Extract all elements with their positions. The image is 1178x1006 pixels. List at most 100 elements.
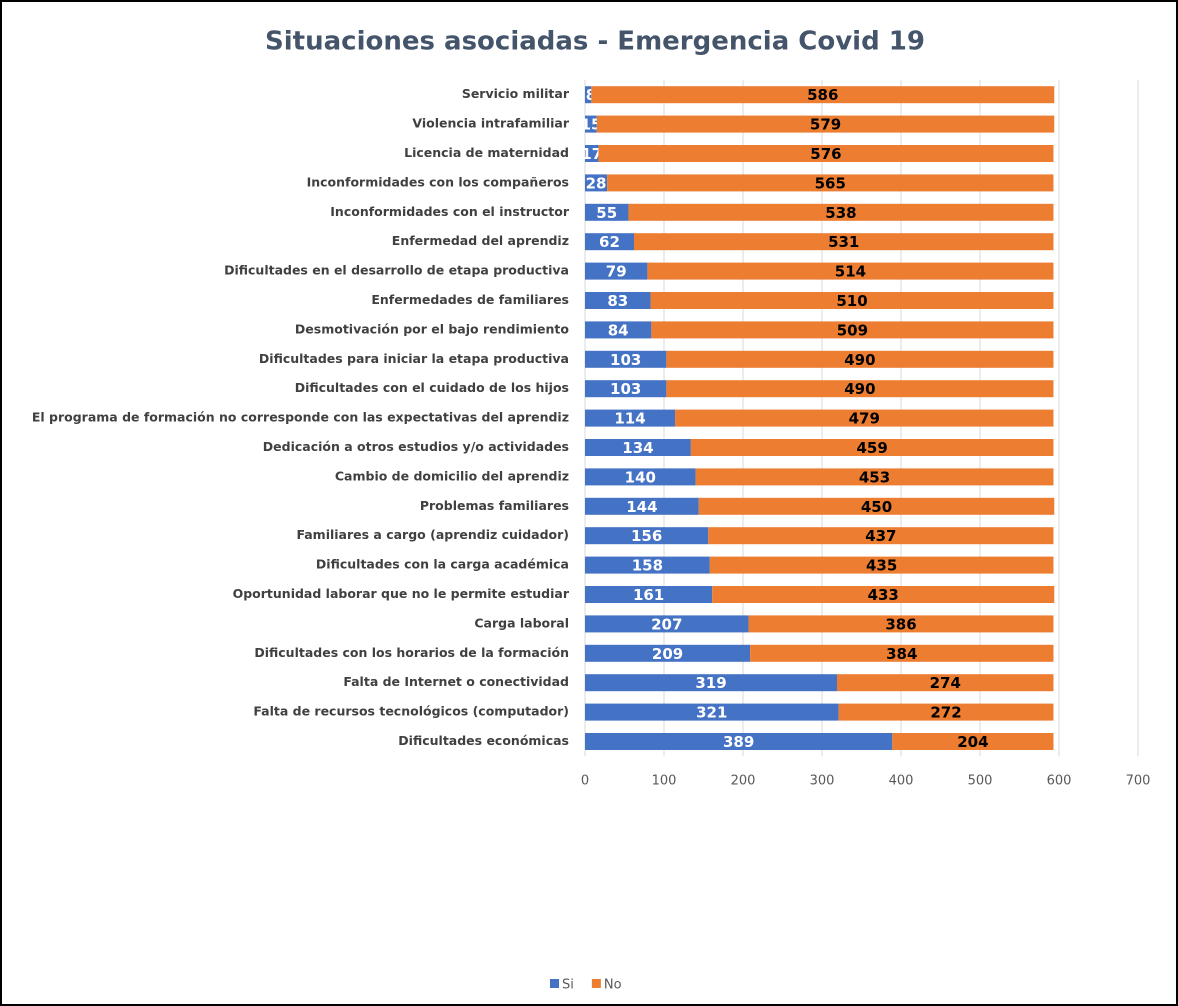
bar-segment: [585, 527, 709, 545]
bar-segment: [628, 203, 1054, 221]
data-label: 490: [844, 351, 875, 369]
y-tick-label: Inconformidades con el instructor: [330, 204, 570, 219]
data-label: 144: [626, 498, 657, 516]
data-label: 586: [807, 86, 838, 104]
bar-segment: [698, 497, 1055, 515]
bar-segment: [596, 115, 1055, 133]
bar-segment: [838, 703, 1054, 721]
y-tick-label: Dificultades con los horarios de la form…: [254, 645, 569, 660]
legend-swatch: [591, 979, 601, 988]
data-label: 490: [844, 380, 875, 398]
chart-title: Situaciones asociadas - Emergencia Covid…: [265, 27, 925, 57]
data-label: 55: [596, 204, 617, 222]
bar-segment: [591, 86, 1055, 104]
x-tick-label: 700: [1126, 774, 1151, 789]
x-tick-label: 100: [652, 774, 677, 789]
data-label: 576: [810, 145, 841, 163]
y-tick-label: Inconformidades con los compañeros: [307, 174, 569, 189]
y-tick-label: Enfermedades de familiares: [371, 292, 569, 307]
bar-segment: [585, 321, 652, 339]
bar-segment: [585, 468, 696, 486]
data-label: 114: [614, 410, 645, 428]
data-label: 437: [865, 527, 896, 545]
bar-segment: [690, 439, 1054, 456]
legend-label: Si: [562, 978, 574, 993]
bar-segment: [585, 350, 667, 368]
x-tick-label: 400: [889, 774, 914, 789]
data-label: 435: [866, 557, 897, 575]
bar-segment: [585, 439, 691, 456]
bar-segment: [675, 409, 1054, 427]
bar-segment: [709, 556, 1054, 574]
data-label: 433: [868, 586, 899, 604]
y-tick-label: Falta de recursos tecnológicos (computad…: [253, 704, 569, 719]
bar-segment: [666, 380, 1054, 398]
y-tick-label: Carga laboral: [474, 615, 569, 630]
bar-segment: [750, 644, 1054, 662]
bar-segment: [585, 203, 629, 221]
bar-segment: [585, 733, 893, 750]
x-tick-label: 600: [1047, 774, 1072, 789]
data-label: 204: [957, 733, 988, 751]
bar-segment: [837, 674, 1054, 692]
bar-segment: [585, 174, 608, 192]
data-label: 538: [825, 204, 856, 222]
y-tick-label: Enfermedad del aprendiz: [392, 233, 569, 248]
y-tick-label: Oportunidad laborar que no le permite es…: [233, 586, 570, 601]
data-label: 156: [631, 527, 662, 545]
y-tick-label: Cambio de domicilio del aprendiz: [335, 468, 569, 483]
data-label: 83: [607, 292, 628, 310]
data-label: 579: [810, 116, 841, 134]
y-tick-label: Falta de Internet o conectividad: [343, 674, 569, 689]
bar-segment: [666, 350, 1054, 368]
data-label: 565: [815, 174, 846, 192]
bar-segment: [748, 615, 1054, 633]
bar-segment: [695, 468, 1054, 486]
data-label: 321: [696, 704, 727, 722]
data-label: 509: [837, 321, 868, 339]
bar-segment: [892, 733, 1054, 750]
data-label: 84: [608, 321, 629, 339]
y-tick-label: Violencia intrafamiliar: [412, 116, 569, 131]
data-label: 8: [586, 86, 596, 104]
bar-segment: [712, 586, 1055, 603]
bar-segment: [647, 262, 1054, 280]
data-label: 161: [633, 586, 664, 604]
x-tick-label: 200: [731, 774, 756, 789]
y-tick-label: Problemas familiares: [420, 498, 569, 513]
bar-segment: [585, 145, 599, 162]
data-label: 531: [828, 233, 859, 251]
y-tick-label: Dificultades económicas: [398, 733, 569, 748]
bar-segment: [585, 586, 713, 603]
bar-segment: [585, 86, 592, 104]
data-label: 386: [885, 615, 916, 633]
y-tick-label: Desmotivación por el bajo rendimiento: [295, 321, 569, 336]
x-tick-label: 0: [581, 774, 589, 789]
y-tick-label: Dificultades con el cuidado de los hijos: [295, 380, 569, 395]
data-label: 158: [632, 557, 663, 575]
data-label: 510: [836, 292, 867, 310]
data-label: 103: [610, 351, 641, 369]
bar-segment: [585, 115, 597, 133]
bar-segment: [585, 674, 838, 692]
x-tick-label: 500: [968, 774, 993, 789]
y-tick-label: Dificultades para iniciar la etapa produ…: [259, 351, 569, 366]
data-label: 28: [586, 174, 607, 192]
data-label: 514: [835, 263, 866, 281]
bar-segment: [585, 292, 651, 309]
y-tick-label: Dificultades en el desarrollo de etapa p…: [224, 263, 569, 278]
data-label: 274: [930, 674, 961, 692]
bar-segment: [651, 321, 1054, 339]
y-tick-label: Licencia de maternidad: [404, 145, 569, 160]
data-label: 450: [861, 498, 892, 516]
bar-segment: [585, 233, 634, 251]
y-tick-label: El programa de formación no corresponde …: [32, 410, 569, 425]
data-label: 453: [859, 468, 890, 486]
data-label: 62: [599, 233, 620, 251]
data-label: 459: [857, 439, 888, 457]
y-tick-label: Dificultades con la carga académica: [316, 557, 569, 572]
bar-segment: [585, 380, 667, 398]
data-label: 134: [622, 439, 653, 457]
bar-segment: [598, 145, 1054, 162]
